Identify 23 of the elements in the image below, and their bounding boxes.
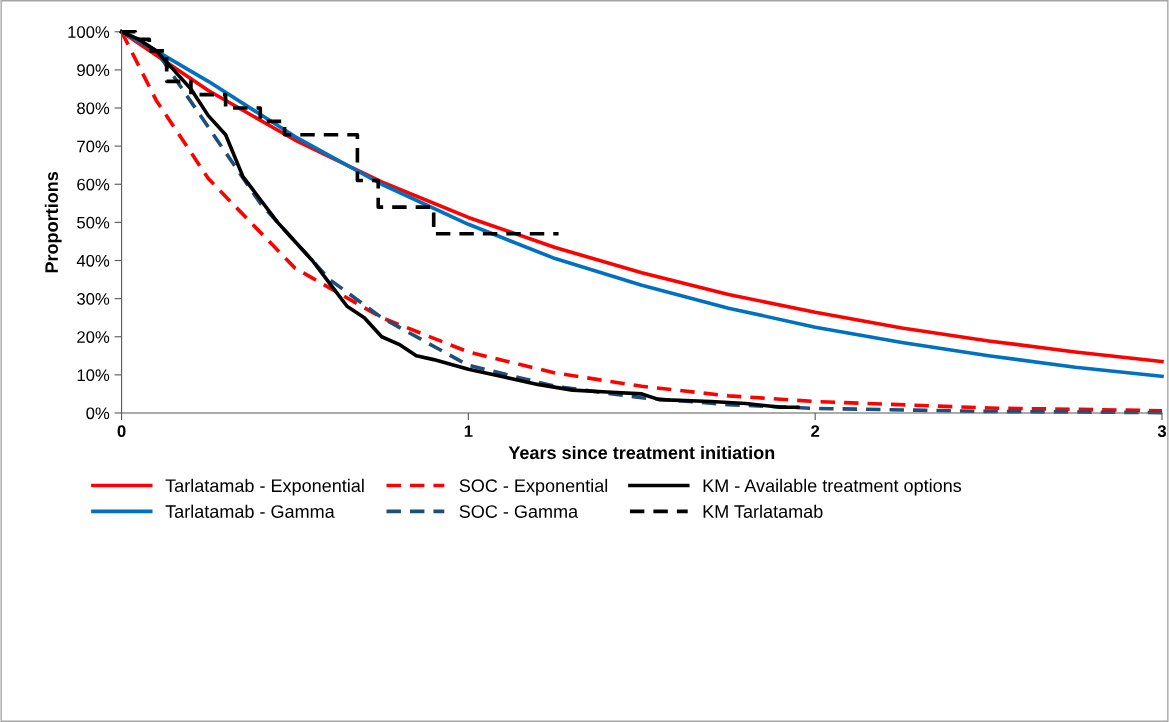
x-tick-label: 3 <box>1157 425 1167 438</box>
x-tick-label: 1 <box>464 425 473 437</box>
x-axis-title: Years since treatment initiation <box>508 445 775 460</box>
x-tick-label: 0 <box>117 425 126 438</box>
legend-label: Tarlatamab - Exponential <box>165 478 364 496</box>
legend-label: KM - Available treatment options <box>703 478 962 496</box>
legend-label: SOC - Gamma <box>459 505 579 518</box>
legend-label: SOC - Exponential <box>459 478 608 496</box>
y-tick-label: 0% <box>86 407 110 420</box>
y-tick-label: 10% <box>77 369 110 382</box>
y-tick-label: 50% <box>77 216 110 229</box>
y-tick-label: 40% <box>76 254 110 267</box>
y-tick-label: 60% <box>77 178 110 191</box>
legend-label: Tarlatamab - Gamma <box>165 504 335 518</box>
y-tick-label: 90% <box>77 64 110 77</box>
y-tick-label: 30% <box>77 293 110 305</box>
y-tick-label: 100% <box>68 26 110 38</box>
y-tick-label: 70% <box>77 140 110 153</box>
legend-label: KM Tarlatamab <box>703 504 823 518</box>
x-tick-label: 2 <box>811 425 820 437</box>
y-tick-label: 20% <box>77 331 110 343</box>
y-tick-label: 80% <box>77 102 110 115</box>
y-axis-title: Proportions <box>44 171 62 273</box>
